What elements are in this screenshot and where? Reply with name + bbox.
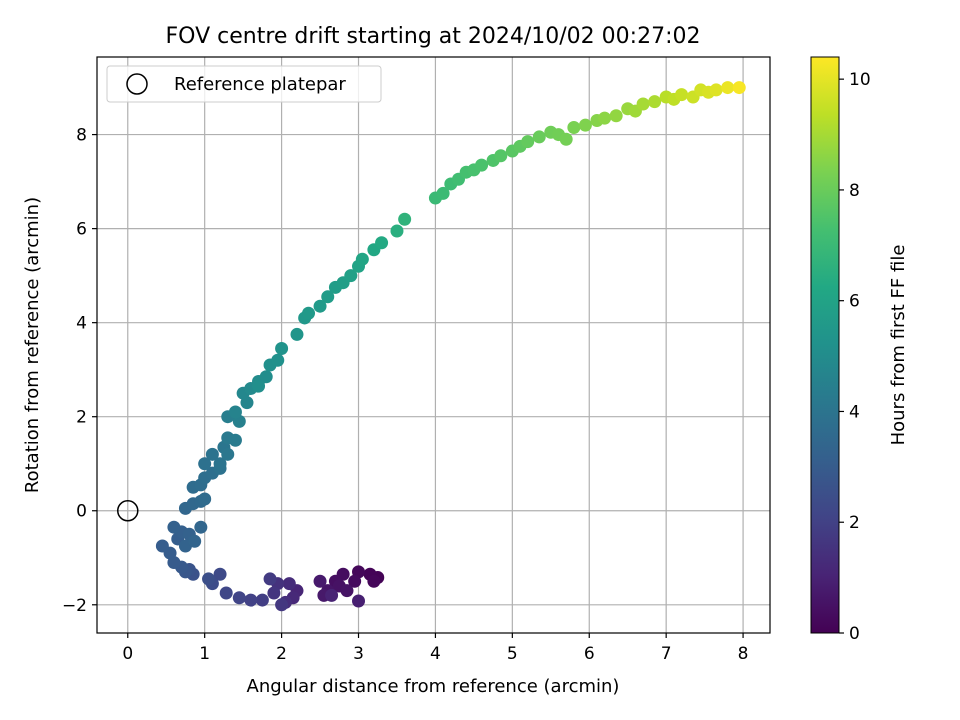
x-tick-label: 2 bbox=[276, 644, 287, 664]
x-tick-label: 3 bbox=[353, 644, 364, 664]
x-tick-label: 4 bbox=[430, 644, 441, 664]
data-point bbox=[348, 574, 362, 588]
x-axis: 0 1 2 3 4 5 6 7 8 bbox=[122, 633, 748, 664]
colorbar: 0 2 4 6 8 10 Hours from first FF file bbox=[810, 56, 909, 644]
data-point bbox=[252, 379, 266, 393]
data-point bbox=[732, 81, 746, 95]
reference-point-marker bbox=[117, 499, 139, 522]
data-point bbox=[198, 492, 212, 506]
data-point bbox=[275, 598, 289, 612]
data-point bbox=[282, 577, 296, 591]
x-axis-label: Angular distance from reference (arcmin) bbox=[247, 676, 620, 697]
data-point bbox=[436, 186, 450, 200]
data-point bbox=[202, 572, 216, 586]
x-tick-label: 6 bbox=[584, 644, 595, 664]
legend-box bbox=[106, 65, 382, 103]
data-point bbox=[205, 447, 219, 461]
data-point bbox=[213, 567, 227, 581]
colorbar-tick-label: 10 bbox=[849, 70, 871, 90]
data-point bbox=[228, 433, 242, 447]
data-point bbox=[398, 212, 412, 226]
data-point bbox=[494, 149, 508, 163]
y-axis: −2 0 2 4 6 8 bbox=[62, 126, 97, 616]
reference-layer bbox=[117, 499, 139, 522]
colorbar-tick-label: 4 bbox=[849, 402, 860, 422]
y-tick-label: 0 bbox=[76, 502, 87, 522]
y-tick-label: 6 bbox=[76, 220, 87, 240]
data-point bbox=[275, 342, 289, 356]
data-point bbox=[221, 447, 235, 461]
colorbar-label: Hours from first FF file bbox=[888, 245, 909, 446]
data-point bbox=[721, 81, 735, 95]
data-point bbox=[598, 111, 612, 125]
data-point bbox=[532, 130, 546, 144]
chart-title: FOV centre drift starting at 2024/10/02 … bbox=[166, 24, 701, 49]
data-point bbox=[390, 224, 404, 238]
data-point bbox=[228, 405, 242, 419]
y-tick-label: 4 bbox=[76, 314, 87, 334]
data-point bbox=[244, 593, 258, 607]
data-point bbox=[255, 593, 269, 607]
data-point bbox=[567, 121, 581, 135]
data-point bbox=[290, 327, 304, 341]
colorbar-ticks: 0 2 4 6 8 10 bbox=[839, 70, 871, 644]
data-point bbox=[232, 591, 246, 605]
data-point bbox=[313, 574, 327, 588]
data-point bbox=[355, 252, 369, 266]
data-point bbox=[325, 588, 339, 602]
data-point bbox=[313, 299, 327, 313]
y-tick-label: −2 bbox=[62, 596, 87, 616]
data-point bbox=[302, 306, 316, 320]
data-point bbox=[578, 118, 592, 132]
legend-entry: Reference platepar bbox=[174, 74, 346, 95]
data-point bbox=[188, 534, 202, 548]
data-point bbox=[648, 95, 662, 109]
x-tick-label: 5 bbox=[507, 644, 518, 664]
x-tick-label: 1 bbox=[199, 644, 210, 664]
plot-frame bbox=[96, 56, 771, 634]
data-point bbox=[167, 520, 181, 534]
data-point bbox=[155, 539, 169, 553]
x-tick-label: 0 bbox=[122, 644, 133, 664]
data-point bbox=[259, 370, 273, 384]
data-point bbox=[709, 83, 723, 97]
colorbar-tick-label: 8 bbox=[849, 181, 860, 201]
data-point bbox=[352, 594, 366, 608]
data-point bbox=[375, 236, 389, 250]
colorbar-tick-label: 0 bbox=[849, 624, 860, 644]
data-point bbox=[219, 586, 233, 600]
data-point bbox=[559, 132, 573, 146]
data-point bbox=[271, 353, 285, 367]
data-point bbox=[344, 269, 358, 283]
data-point bbox=[321, 290, 335, 304]
data-point bbox=[521, 135, 535, 149]
y-tick-label: 8 bbox=[76, 126, 87, 146]
legend: Reference platepar bbox=[106, 65, 382, 103]
y-tick-label: 2 bbox=[76, 408, 87, 428]
points-layer bbox=[155, 81, 746, 612]
data-point bbox=[675, 88, 689, 102]
data-point bbox=[340, 584, 354, 598]
data-point bbox=[263, 572, 277, 586]
data-point bbox=[475, 158, 489, 172]
reference-platepar-marker-icon bbox=[126, 73, 148, 95]
colorbar-tick-label: 2 bbox=[849, 513, 860, 533]
colorbar-tick-label: 6 bbox=[849, 292, 860, 312]
data-point bbox=[194, 520, 208, 534]
data-point bbox=[367, 574, 381, 588]
data-point bbox=[267, 586, 281, 600]
data-point bbox=[609, 109, 623, 123]
x-tick-label: 8 bbox=[738, 644, 749, 664]
data-point bbox=[636, 97, 650, 111]
data-point bbox=[213, 457, 227, 471]
x-tick-label: 7 bbox=[661, 644, 672, 664]
colorbar-gradient bbox=[810, 56, 840, 634]
y-axis-label: Rotation from reference (arcmin) bbox=[22, 197, 43, 493]
data-point bbox=[198, 457, 212, 471]
